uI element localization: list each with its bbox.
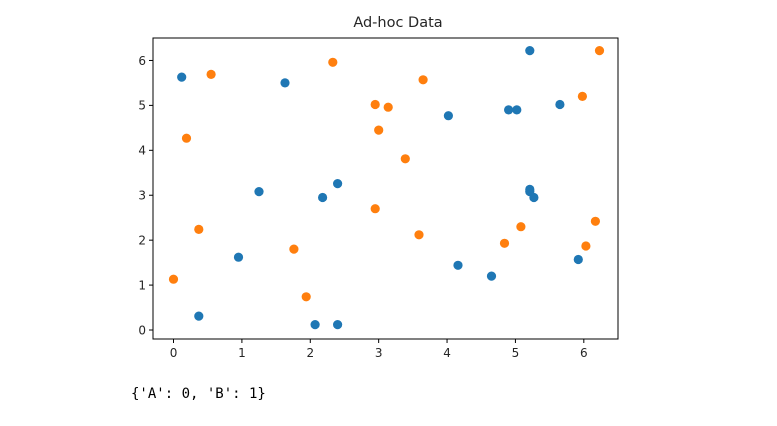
x-tick-label: 4 [443,346,451,360]
series-b-point-4 [370,99,380,110]
y-tick-label: 5 [138,99,146,113]
series-a-point-6 [512,105,522,115]
series-b-point-19 [581,241,591,251]
series-a-point-2 [280,78,290,88]
series-a-point-20 [573,254,583,265]
series-b-point-14 [301,292,311,302]
chart-title: Ad-hoc Data [353,15,442,31]
series-b-point-11 [168,274,179,284]
series-b-point-3 [181,133,192,143]
series-a-point-19 [486,271,497,281]
series-a-point-14 [233,252,244,262]
series-b-point-10 [400,154,410,164]
series-b-point-2 [328,57,338,67]
plot-frame [152,37,619,340]
output-text: {'A': 0, 'B': 1} [131,386,266,402]
y-tick-label: 2 [138,233,146,247]
series-a-point-9 [318,192,328,203]
y-tick-label: 4 [138,144,146,158]
series-b-point-1 [206,69,216,79]
series-b-point-16 [414,230,424,240]
y-tick-label: 3 [138,189,146,203]
y-tick-label: 6 [138,54,146,68]
series-b-point-8 [594,46,605,56]
x-tick-label: 6 [580,346,588,360]
x-axis: 0 1 2 3 4 5 6 [170,339,588,360]
series-b-point-7 [577,91,588,101]
series-b-point-13 [289,244,299,254]
series-a-point-17 [333,320,343,330]
x-tick-label: 3 [375,346,383,360]
series-a-point-15 [194,311,204,321]
series-b-point-12 [194,224,204,234]
y-axis: 0 1 2 3 4 5 6 [138,54,153,337]
series-b-point-6 [418,75,428,85]
series-b-point-9 [374,125,384,135]
points-layer [168,46,605,330]
series-b-point-20 [590,216,601,226]
series-a-point-10 [333,179,343,189]
series-b-point-17 [499,238,510,248]
series-a-point-4 [443,111,453,121]
series-b-point-5 [383,102,393,112]
series-b-point-15 [370,204,380,214]
series-b-point-18 [516,222,526,232]
series-a-point-5 [504,105,514,115]
series-a-point-8 [254,187,264,197]
series-a-point-3 [525,46,535,56]
series-a-point-1 [177,72,187,82]
series-a-point-18 [453,260,463,270]
series-a-point-13 [529,192,539,203]
scatter-chart: Ad-hoc Data 0 1 2 3 4 5 6 0 1 2 3 4 5 6 [138,15,619,360]
x-tick-label: 1 [238,346,246,360]
series-a-point-16 [310,320,320,330]
series-a-point-7 [555,99,565,110]
y-tick-label: 1 [138,278,146,292]
x-tick-label: 5 [512,346,520,360]
x-tick-label: 2 [306,346,314,360]
x-tick-label: 0 [170,346,178,360]
y-tick-label: 0 [138,323,146,337]
